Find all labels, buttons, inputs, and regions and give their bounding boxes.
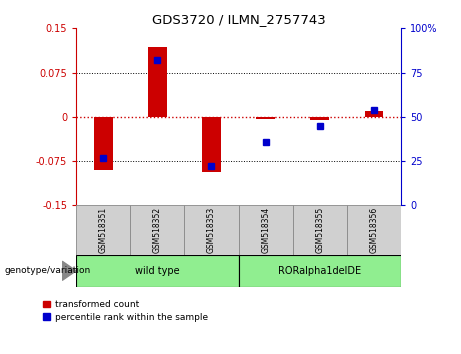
Bar [310,117,329,120]
Bar [76,255,238,287]
Text: GSM518352: GSM518352 [153,207,162,253]
Bar [238,255,401,287]
Polygon shape [62,261,76,280]
Title: GDS3720 / ILMN_2757743: GDS3720 / ILMN_2757743 [152,13,325,26]
Text: GSM518351: GSM518351 [99,207,108,253]
Text: GSM518356: GSM518356 [369,207,378,253]
Bar [148,47,167,117]
Text: GSM518353: GSM518353 [207,207,216,253]
Text: wild type: wild type [135,266,180,276]
Text: RORalpha1delDE: RORalpha1delDE [278,266,361,276]
Legend: transformed count, percentile rank within the sample: transformed count, percentile rank withi… [41,298,210,324]
Text: GSM518355: GSM518355 [315,207,325,253]
Bar [293,205,347,255]
Bar [76,205,130,255]
Bar [94,117,112,170]
Text: GSM518354: GSM518354 [261,207,270,253]
Bar [365,111,384,117]
Bar [184,205,239,255]
Bar [256,117,275,119]
Bar [238,205,293,255]
Text: genotype/variation: genotype/variation [5,266,91,275]
Bar [130,205,184,255]
Bar [202,117,221,172]
Bar [347,205,401,255]
